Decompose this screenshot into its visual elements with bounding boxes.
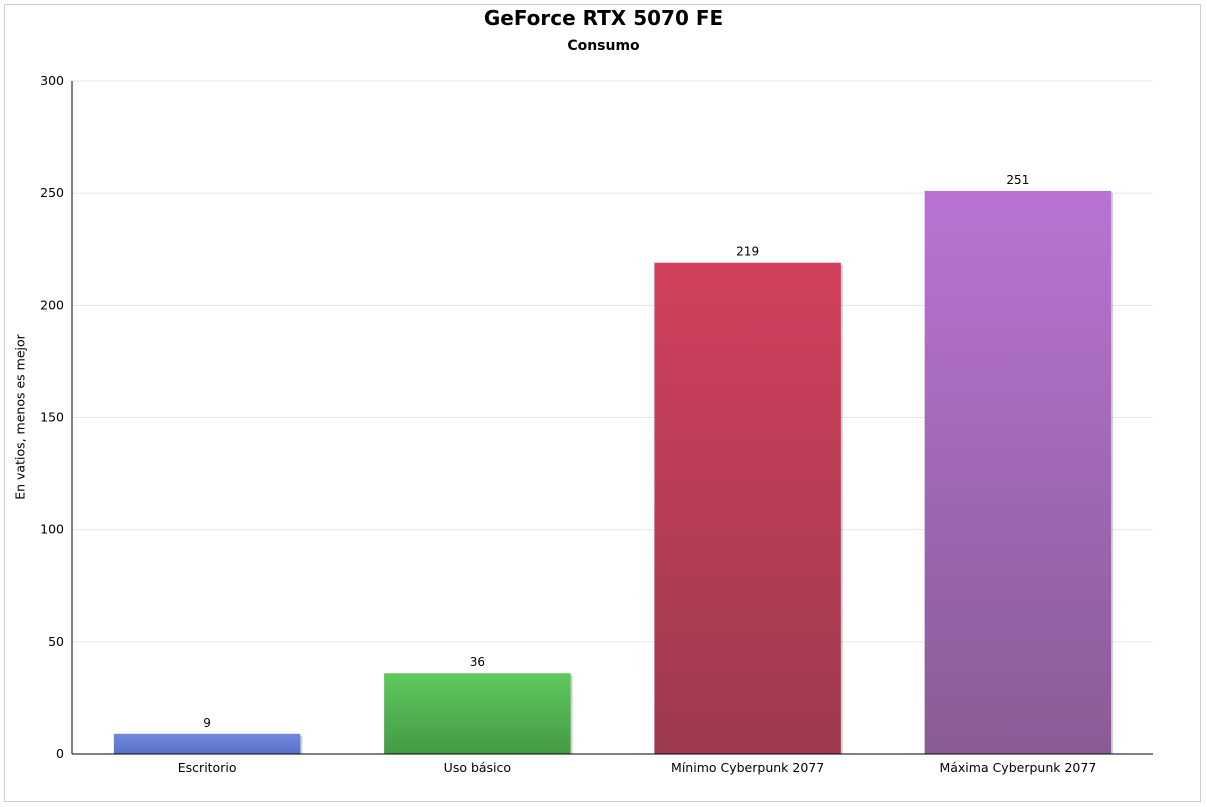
y-tick-label: 0 bbox=[56, 746, 64, 761]
chart-title: GeForce RTX 5070 FE bbox=[483, 6, 724, 30]
data-label: 9 bbox=[203, 716, 211, 730]
bar bbox=[924, 190, 1112, 754]
x-tick-label: Uso básico bbox=[444, 760, 511, 775]
y-tick-label: 100 bbox=[40, 522, 64, 537]
chart-subtitle: Consumo bbox=[567, 38, 640, 54]
bar bbox=[384, 673, 571, 754]
y-tick-label: 250 bbox=[40, 185, 64, 200]
y-tick-label: 150 bbox=[40, 410, 64, 425]
y-tick-label: 300 bbox=[40, 73, 64, 88]
data-label: 251 bbox=[1006, 173, 1029, 187]
x-tick-label: Máxima Cyberpunk 2077 bbox=[939, 760, 1096, 775]
y-tick-label: 50 bbox=[48, 634, 64, 649]
bar bbox=[654, 262, 841, 754]
x-tick-label: Escritorio bbox=[178, 760, 237, 775]
data-label: 36 bbox=[470, 655, 485, 669]
x-tick-label: Mínimo Cyberpunk 2077 bbox=[671, 760, 824, 775]
data-label: 219 bbox=[736, 245, 759, 259]
y-tick-label: 200 bbox=[40, 297, 64, 312]
bar bbox=[113, 733, 301, 754]
